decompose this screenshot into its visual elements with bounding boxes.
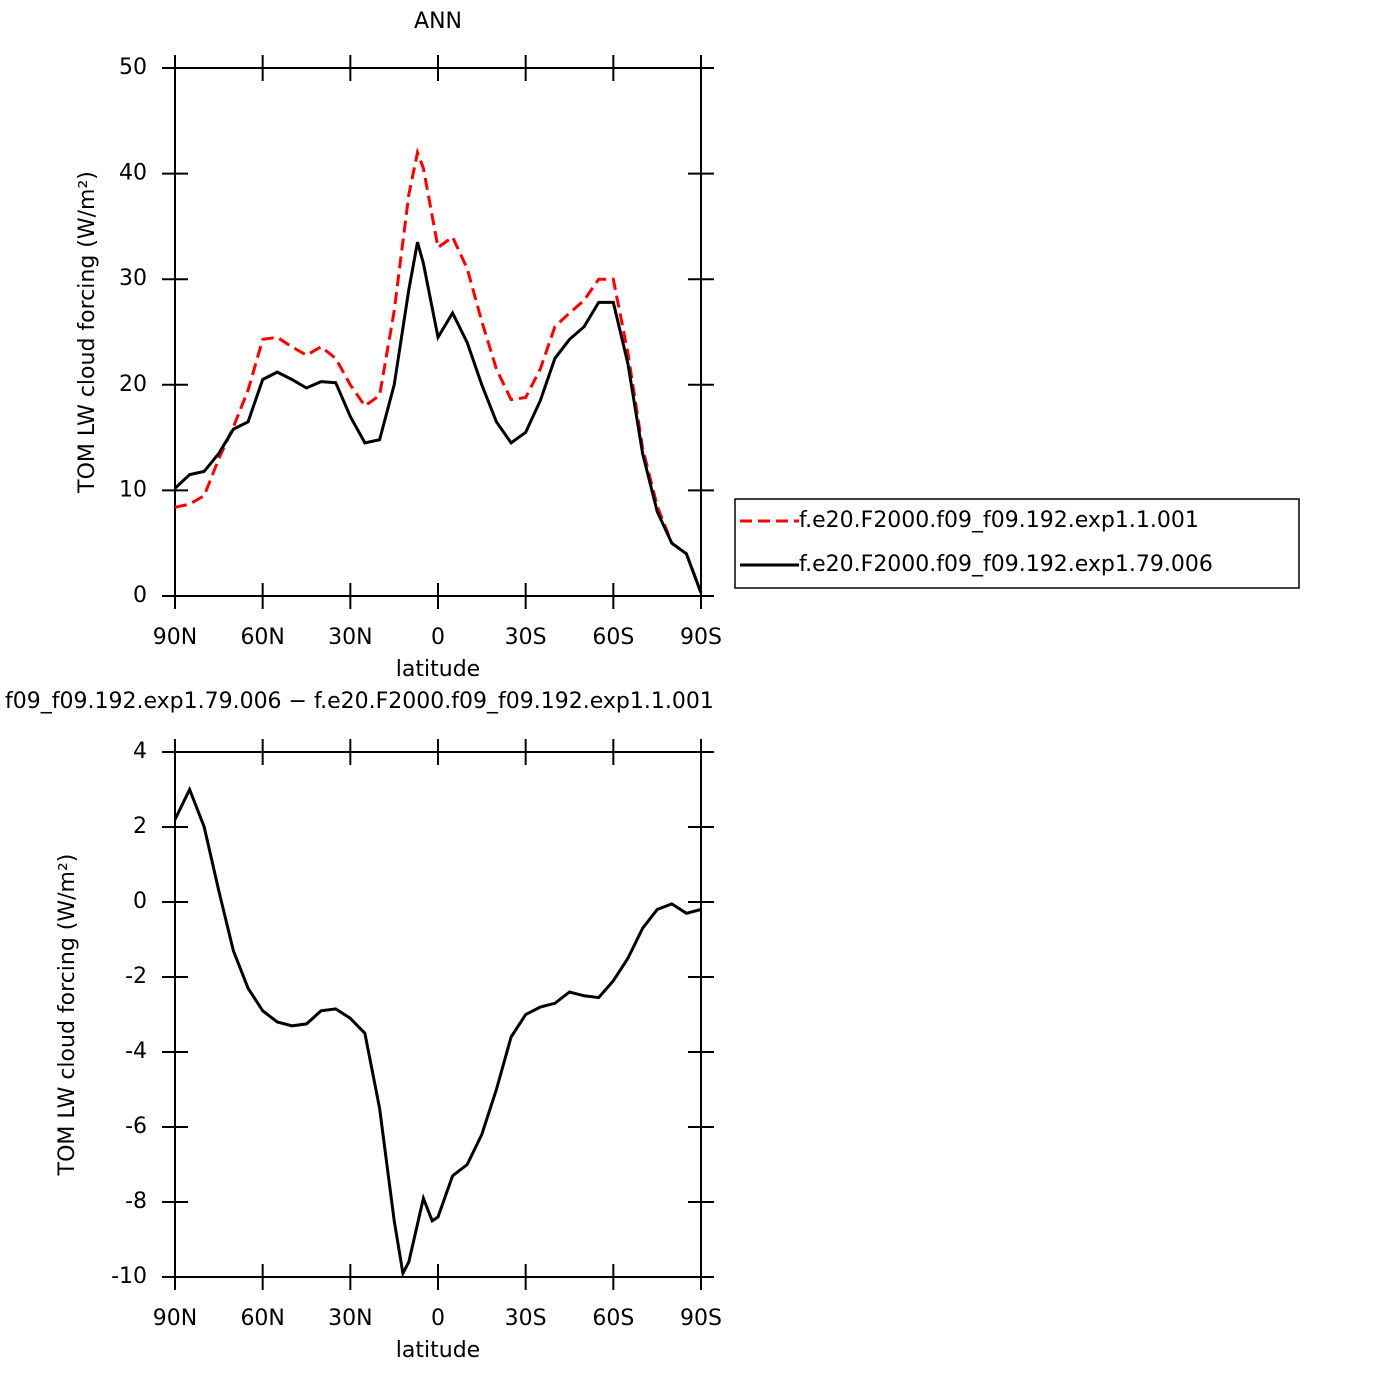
legend-label: f.e20.F2000.f09_f09.192.exp1.1.001 <box>799 508 1199 533</box>
y-axis-label: TOM LW cloud forcing (W/m²) <box>55 854 80 1177</box>
y-tick-label: 50 <box>119 55 147 80</box>
x-tick-label: 60N <box>240 1306 284 1331</box>
x-tick-label: 90N <box>153 1306 197 1331</box>
y-tick-label: -8 <box>125 1189 147 1214</box>
legend-box <box>734 498 1300 589</box>
chart-title: f09_f09.192.exp1.79.006 − f.e20.F2000.f0… <box>5 689 714 714</box>
y-tick-label: 0 <box>133 889 147 914</box>
y-tick-label: 30 <box>119 266 147 291</box>
plot-frame <box>174 751 702 1278</box>
x-tick-label: 30S <box>505 625 547 650</box>
data-line <box>173 785 702 1278</box>
chart-title: ANN <box>414 9 462 34</box>
x-tick-label: 90S <box>680 1306 722 1331</box>
x-tick-label: 90N <box>153 625 197 650</box>
y-axis-label: TOM LW cloud forcing (W/m²) <box>75 171 100 494</box>
y-tick-label: 2 <box>133 814 147 839</box>
x-axis-label: latitude <box>396 657 480 682</box>
y-tick-label: 4 <box>133 739 147 764</box>
x-tick-label: 30N <box>328 1306 372 1331</box>
x-tick-label: 60N <box>240 625 284 650</box>
x-tick-label: 30N <box>328 625 372 650</box>
x-axis-label: latitude <box>396 1338 480 1363</box>
y-tick-label: 40 <box>119 161 147 186</box>
y-tick-label: -6 <box>125 1114 147 1139</box>
y-tick-label: 10 <box>119 477 147 502</box>
x-tick-label: 30S <box>505 1306 547 1331</box>
x-tick-label: 0 <box>431 625 445 650</box>
data-line <box>174 147 703 594</box>
y-tick-label: 20 <box>119 372 147 397</box>
y-tick-label: 0 <box>133 583 147 608</box>
x-tick-label: 90S <box>680 625 722 650</box>
y-tick-label: -4 <box>125 1039 147 1064</box>
legend-label: f.e20.F2000.f09_f09.192.exp1.79.006 <box>799 552 1213 577</box>
x-tick-label: 60S <box>592 1306 634 1331</box>
y-tick-label: -10 <box>111 1264 147 1289</box>
y-tick-label: -2 <box>125 964 147 989</box>
data-line <box>173 241 703 594</box>
x-tick-label: 0 <box>431 1306 445 1331</box>
x-tick-label: 60S <box>592 625 634 650</box>
